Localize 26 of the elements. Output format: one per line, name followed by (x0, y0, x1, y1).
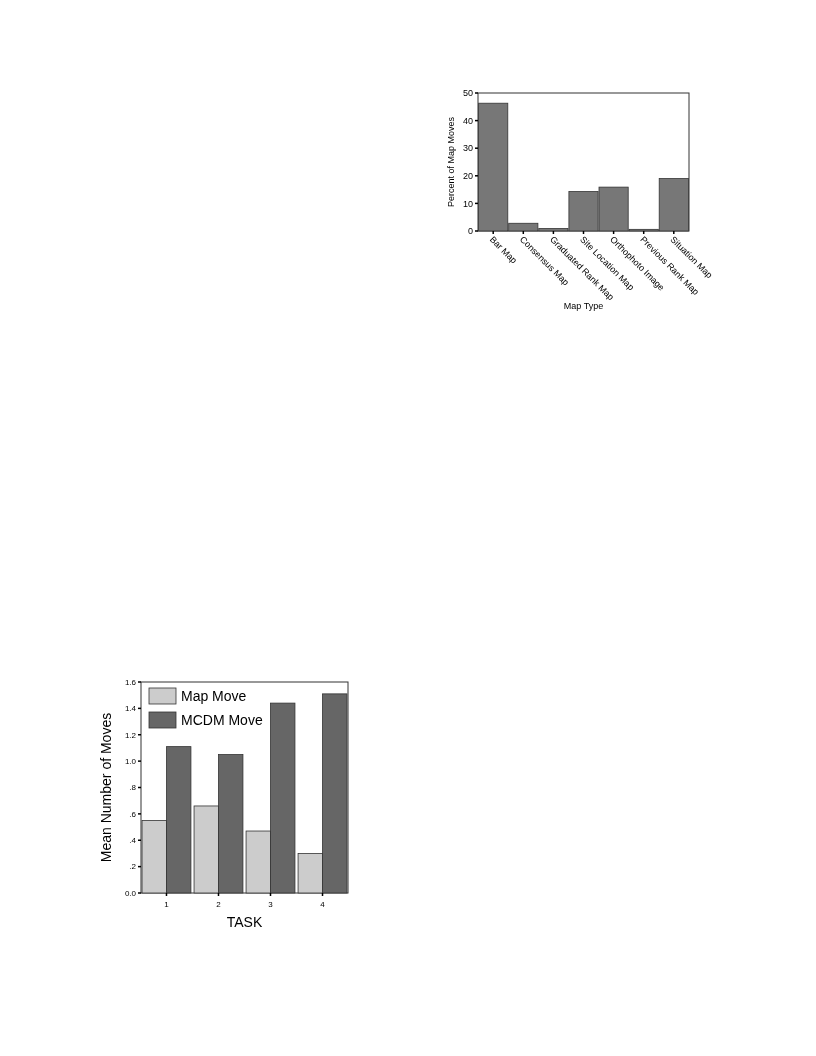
legend-label: MCDM Move (181, 711, 263, 728)
y-tick-label: 1.6 (124, 677, 137, 687)
y-tick-label: 1.4 (124, 704, 137, 714)
y-tick-label: 50 (462, 88, 473, 99)
x-tick-label: 3 (268, 900, 274, 909)
y-tick-label: .2 (129, 862, 137, 872)
x-axis-title: Map Type (563, 301, 604, 311)
x-tick-label: 2 (216, 900, 222, 909)
y-tick-label: 40 (462, 115, 473, 126)
y-tick-label: 30 (462, 143, 473, 154)
x-tick-label: Bar Map (487, 234, 519, 266)
x-tick-label: 1 (164, 900, 170, 909)
y-tick-label: .6 (129, 809, 137, 819)
y-tick-label: .8 (129, 783, 137, 793)
y-tick-label: 0.0 (124, 888, 137, 898)
y-tick-label: .4 (129, 836, 137, 846)
y-axis-title: Percent of Map Moves (446, 116, 456, 208)
y-tick-label: 20 (462, 170, 473, 181)
y-tick-label: 1.0 (124, 756, 137, 766)
x-axis-title: TASK (226, 914, 263, 930)
y-tick-label: 10 (462, 198, 473, 209)
y-tick-label: 1.2 (124, 730, 137, 740)
x-tick-label: 4 (320, 900, 326, 909)
y-tick-label: 0 (467, 226, 473, 237)
y-axis-title: Mean Number of Moves (98, 712, 114, 863)
legend-label: Map Move (181, 687, 247, 704)
